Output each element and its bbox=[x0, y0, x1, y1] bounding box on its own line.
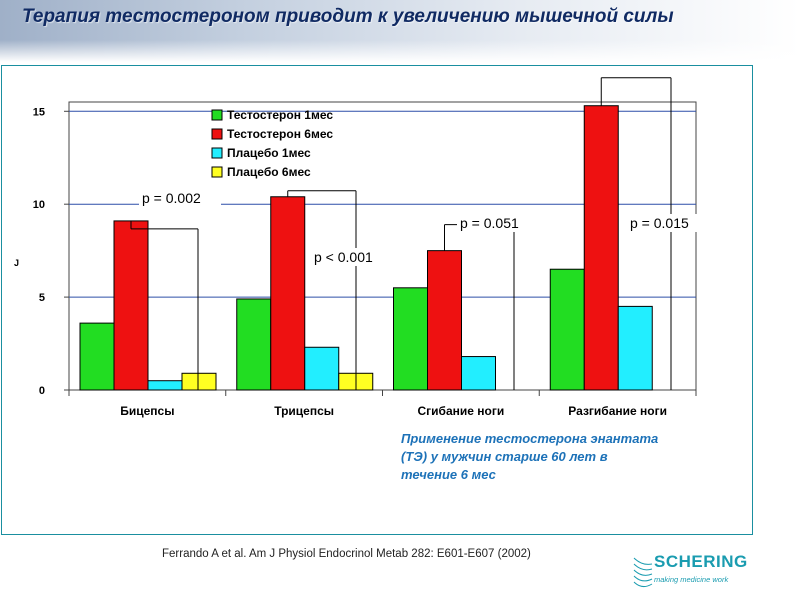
annotation-bg bbox=[139, 189, 221, 207]
legend-swatch bbox=[211, 147, 223, 159]
caption-line: Применение тестостерона энантата bbox=[401, 431, 659, 446]
bar-chart: 0 5 10 15 J Бицепсы Трицепсы Сгибание ноги Разги… bbox=[14, 77, 709, 418]
legend-label: Плацебо 6мес bbox=[227, 165, 311, 179]
bar bbox=[181, 372, 217, 391]
y-tick-label: 15 bbox=[33, 106, 45, 118]
y-tick-label: 10 bbox=[33, 199, 45, 211]
p-value-label: p < 0.001 bbox=[314, 249, 373, 265]
chart-frame: 0 5 10 15 J Бицепсы Трицепсы Сгибание ноги Разги… bbox=[1, 65, 753, 535]
bar bbox=[393, 287, 428, 391]
x-tick-label: Сгибание ноги bbox=[418, 404, 505, 418]
p-value-label: p = 0.051 bbox=[460, 215, 519, 231]
bar bbox=[304, 346, 340, 391]
x-tick-label: Трицепсы bbox=[274, 404, 334, 418]
header-band bbox=[0, 0, 800, 62]
y-tick-label: 0 bbox=[39, 385, 45, 397]
legend-swatch bbox=[211, 166, 223, 178]
schering-logo: SCHERING making medicine work bbox=[632, 552, 762, 592]
bar bbox=[427, 250, 462, 391]
caption-line: (ТЭ) у мужчин старше 60 лет в bbox=[401, 449, 608, 464]
legend-label: Тестостерон 6мес bbox=[227, 127, 333, 141]
logo-tagline: making medicine work bbox=[654, 575, 729, 584]
caption-line: течение 6 мес bbox=[401, 467, 496, 482]
x-tick-label: Бицепсы bbox=[120, 404, 174, 418]
p-value-label: p = 0.002 bbox=[142, 190, 201, 206]
bar bbox=[147, 380, 183, 391]
y-axis-label: J bbox=[14, 258, 19, 268]
bar bbox=[549, 268, 585, 391]
annotation-bg bbox=[457, 214, 539, 232]
legend-label: Тестостерон 1мес bbox=[227, 108, 333, 122]
bar bbox=[270, 196, 306, 391]
bar bbox=[79, 322, 115, 391]
slide-title: Терапия тестостероном приводит к увеличе… bbox=[22, 6, 674, 27]
bar bbox=[236, 298, 272, 391]
citation: Ferrando A et al. Am J Physiol Endocrino… bbox=[162, 548, 531, 560]
bar bbox=[461, 356, 496, 391]
logo-mark-icon bbox=[633, 557, 653, 588]
bar bbox=[583, 105, 619, 391]
legend-swatch bbox=[211, 128, 223, 140]
logo-name: SCHERING bbox=[654, 552, 748, 571]
p-value-label: p = 0.015 bbox=[630, 215, 689, 231]
annotation-bg bbox=[311, 248, 393, 266]
chart-caption: Применение тестостерона энантата (ТЭ) у … bbox=[401, 430, 741, 484]
legend-swatch bbox=[211, 109, 223, 121]
y-tick-label: 5 bbox=[39, 292, 45, 304]
legend-label: Плацебо 1мес bbox=[227, 146, 311, 160]
bar bbox=[617, 305, 653, 391]
x-tick-label: Разгибание ноги bbox=[568, 404, 667, 418]
bar bbox=[113, 220, 149, 391]
annotation-bg bbox=[627, 214, 709, 232]
